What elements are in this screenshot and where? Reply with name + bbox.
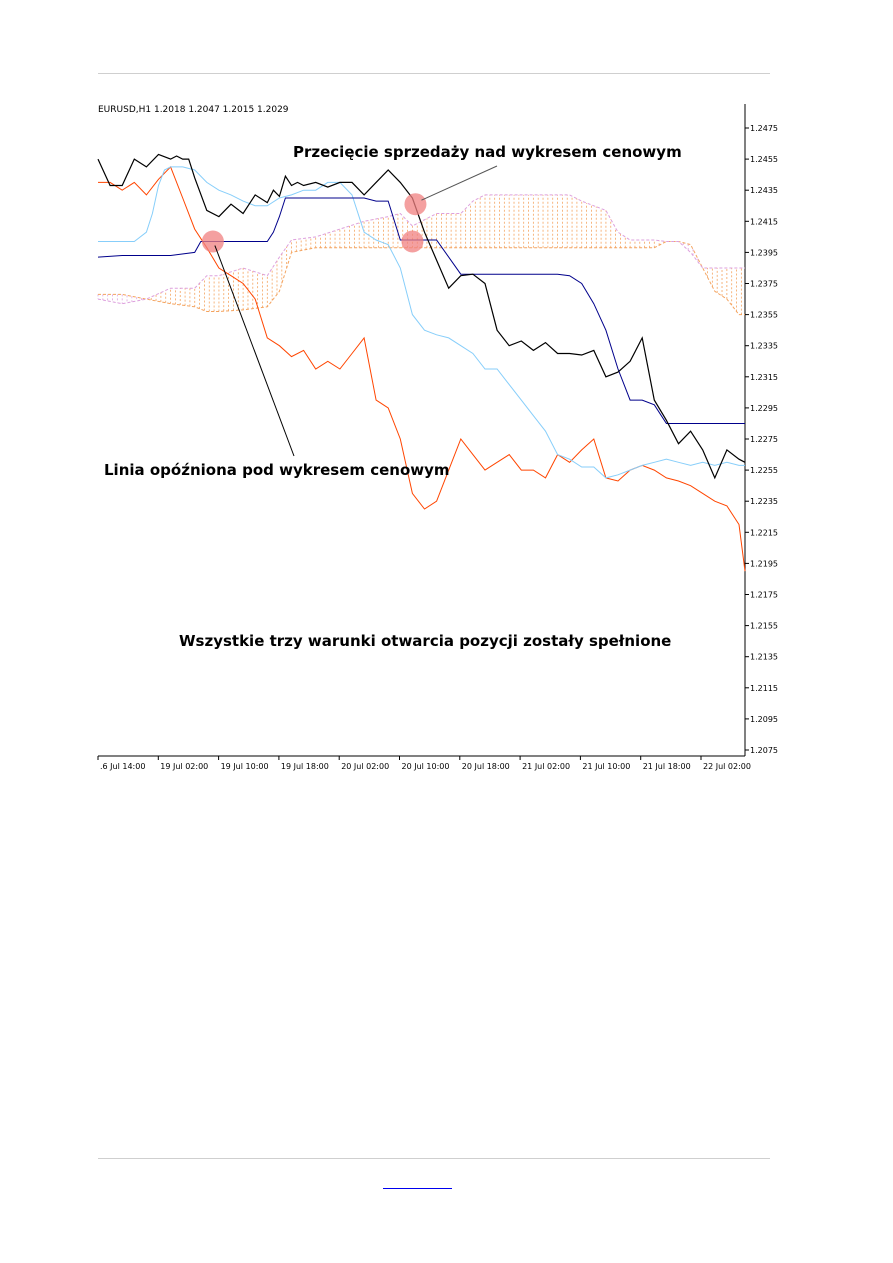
series-line-price [97, 153, 746, 480]
pointer-line-lagging [214, 245, 295, 457]
series-line-tenkan [98, 166, 745, 479]
ichimoku-chart: EURUSD,H1 1.2018 1.2047 1.2015 1.2029 1.… [97, 104, 778, 771]
y-tick-label: 1.2235 [750, 497, 778, 506]
x-tick-label: .6 Jul 14:00 [100, 762, 145, 771]
footer-link[interactable] [383, 1174, 452, 1189]
y-tick-label: 1.2215 [750, 528, 778, 537]
x-tick-label: 19 Jul 10:00 [221, 762, 269, 771]
y-tick-label: 1.2375 [750, 280, 778, 289]
y-tick-label: 1.2115 [750, 684, 778, 693]
signal-marker [201, 230, 224, 253]
y-tick-label: 1.2175 [750, 591, 778, 600]
y-tick-label: 1.2415 [750, 217, 778, 226]
x-tick-label: 21 Jul 10:00 [582, 762, 630, 771]
y-tick-label: 1.2315 [750, 373, 778, 382]
y-tick-label: 1.2155 [750, 622, 778, 631]
series-line-senkou-b [97, 194, 745, 305]
x-tick-label: 22 Jul 02:00 [703, 762, 751, 771]
y-tick-label: 1.2255 [750, 466, 778, 475]
x-tick-label: 19 Jul 18:00 [281, 762, 329, 771]
y-tick-label: 1.2075 [750, 746, 778, 755]
series-line-senkou-a [98, 241, 745, 316]
x-tick-label: 21 Jul 02:00 [522, 762, 570, 771]
y-tick-label: 1.2335 [750, 342, 778, 351]
y-tick-label: 1.2095 [750, 715, 778, 724]
y-tick-label: 1.2295 [750, 404, 778, 413]
marker-layer [201, 193, 427, 253]
ichimoku-cloud [97, 194, 742, 315]
x-axis-ticks: .6 Jul 14:00 19 Jul 02:00 19 Jul 10:00 19 J… [97, 756, 751, 771]
signal-marker [404, 193, 427, 216]
x-tick-label: 20 Jul 02:00 [341, 762, 389, 771]
y-tick-label: 1.2475 [750, 124, 778, 133]
y-tick-label: 1.2455 [750, 155, 778, 164]
y-tick-label: 1.2355 [750, 311, 778, 320]
annotation-conditions-met: Wszystkie trzy warunki otwarcia pozycji … [179, 632, 672, 650]
y-tick-label: 1.2135 [750, 653, 778, 662]
pointer-layer [214, 165, 498, 457]
series-line-kijun [97, 197, 745, 424]
bottom-rule [98, 1158, 770, 1159]
series-layer [97, 153, 746, 572]
x-tick-label: 21 Jul 18:00 [643, 762, 691, 771]
x-tick-label: 20 Jul 18:00 [462, 762, 510, 771]
y-axis-ticks: 1.2475 1.2455 1.2435 1.2415 1.2395 1.2375 1.23… [745, 124, 778, 755]
y-tick-label: 1.2195 [750, 559, 778, 568]
annotation-sell-cross: Przecięcie sprzedaży nad wykresem cenowy… [293, 143, 682, 161]
x-tick-label: 19 Jul 02:00 [160, 762, 208, 771]
y-tick-label: 1.2435 [750, 186, 778, 195]
annotation-lagging-line: Linia opóźniona pod wykresem cenowym [104, 461, 450, 479]
y-tick-label: 1.2395 [750, 248, 778, 257]
chart-title: EURUSD,H1 1.2018 1.2047 1.2015 1.2029 [98, 105, 289, 115]
x-tick-label: 20 Jul 10:00 [402, 762, 450, 771]
top-rule [98, 73, 770, 74]
signal-marker [401, 230, 424, 253]
pointer-line-sell-cross [421, 165, 498, 201]
y-tick-label: 1.2275 [750, 435, 778, 444]
